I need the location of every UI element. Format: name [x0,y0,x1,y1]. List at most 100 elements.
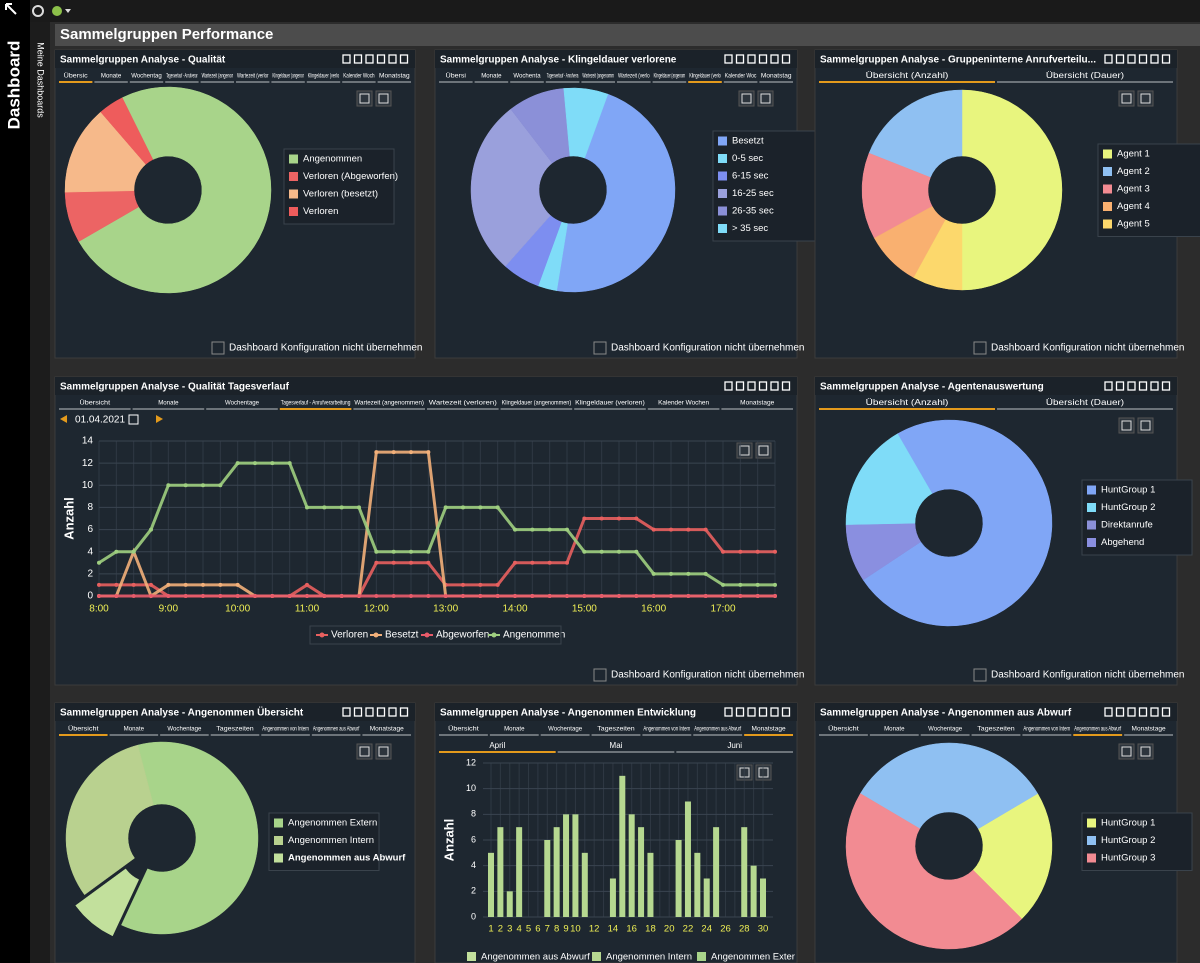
chart-button[interactable] [736,442,753,459]
tab[interactable]: Übersicht [80,399,111,407]
panel-icon[interactable] [388,54,397,64]
panel-icon[interactable] [770,707,779,717]
tab[interactable]: Übersicht (Anzahl) [866,71,949,80]
tab[interactable]: Wochentage [167,726,201,733]
chart-button[interactable] [356,90,373,107]
panel-icon[interactable] [365,54,374,64]
panel-icon[interactable] [1115,54,1125,64]
chart-button[interactable] [375,90,392,107]
chart-button[interactable] [375,743,392,760]
tab[interactable]: Monate [884,726,905,733]
tab[interactable]: Übersicht [68,725,99,733]
checkbox-label[interactable]: Dashboard Konfiguration nicht übernehmen [611,670,804,681]
panel-icon[interactable] [1150,381,1159,391]
panel-icon[interactable] [388,707,397,717]
panel-icon[interactable] [1138,381,1148,391]
panel-icon[interactable] [758,707,768,717]
chart-button[interactable] [1137,417,1154,434]
chart-button[interactable] [1118,743,1135,760]
collapse-icon[interactable] [5,3,17,15]
date-prev[interactable] [60,415,67,423]
tab[interactable]: Wochentag [131,73,162,80]
tab[interactable]: Wochenta [513,73,541,80]
panel-icon[interactable] [1161,54,1171,64]
checkbox[interactable] [973,668,987,682]
panel-icon[interactable] [781,54,791,64]
tab[interactable]: Klingeldauer (angenom [654,73,686,80]
panel-icon[interactable] [770,381,779,391]
panel-icon[interactable] [1104,381,1113,391]
panel-icon[interactable] [1115,381,1125,391]
tab[interactable]: Tageszeiten [597,726,635,733]
panel-icon[interactable] [781,381,791,391]
tab[interactable]: Angenommen aus Abwurf [1074,726,1121,733]
panel-icon[interactable] [399,707,409,717]
panel-icon[interactable] [1138,707,1148,717]
tab[interactable]: Tagesverlauf - Anrufverar [166,73,197,80]
panel-icon[interactable] [758,54,768,64]
calendar-icon[interactable] [128,414,139,425]
tab[interactable]: Monate [158,400,179,407]
tab[interactable]: Monatstage [370,726,405,733]
tab[interactable]: Monate [504,726,525,733]
panel-icon[interactable] [1150,54,1159,64]
tab[interactable]: Angenommen aus Abwurf [694,726,741,733]
panel-icon[interactable] [1104,707,1113,717]
panel-icon[interactable] [735,381,745,391]
chart-button[interactable] [356,743,373,760]
subtab[interactable]: Mai [610,741,623,750]
subtab[interactable]: April [489,741,505,750]
tab[interactable]: Monate [124,726,145,733]
panel-icon[interactable] [781,707,791,717]
panel-icon[interactable] [1127,54,1136,64]
tab[interactable]: Wartezeit (verlor [237,73,268,80]
checkbox[interactable] [593,341,607,355]
panel-icon[interactable] [747,54,756,64]
panel-icon[interactable] [758,381,768,391]
panel-icon[interactable] [376,707,386,717]
panel-icon[interactable] [1127,707,1136,717]
sidebar-subtitle[interactable]: Meine Dashboards [36,42,46,118]
subtab[interactable]: Juni [727,741,742,750]
panel-icon[interactable] [1161,381,1171,391]
panel-icon[interactable] [1150,707,1159,717]
tab[interactable]: Monate [101,73,122,80]
chart-button[interactable] [1137,90,1154,107]
checkbox-label[interactable]: Dashboard Konfiguration nicht übernehmen [611,343,804,354]
tab[interactable]: Tageszeiten [216,726,254,733]
chart-button[interactable] [1118,417,1135,434]
tab[interactable]: Tagesverlauf - Anrufvera [547,73,579,80]
tab[interactable]: Kalender Wochen [658,400,709,407]
panel-icon[interactable] [747,381,756,391]
tab[interactable]: Klingeldauer (verlo [308,73,340,80]
tab[interactable]: Übersi [446,72,466,80]
tab[interactable]: Angenommen von Intern [643,726,690,733]
tab[interactable]: Kalender Woc [725,73,757,80]
tab[interactable]: Wartezeit (angenommen) [354,400,424,407]
checkbox[interactable] [973,341,987,355]
tab[interactable]: Angenommen von Intern [1023,726,1070,733]
refresh-icon[interactable] [32,5,44,17]
tab[interactable]: Monatstage [752,726,787,733]
tab[interactable]: Klingeldauer (angenor [272,73,303,80]
panel-icon[interactable] [353,707,363,717]
panel-icon[interactable] [735,707,745,717]
panel-icon[interactable] [342,707,351,717]
panel-icon[interactable] [770,54,779,64]
panel-icon[interactable] [724,54,733,64]
tab[interactable]: Wochentage [225,400,259,407]
tab[interactable]: Angenommen von Intern [262,726,309,733]
tab[interactable]: Wartezeit (verloren) [429,400,497,407]
tab[interactable]: Übersicht (Anzahl) [866,398,949,407]
tab[interactable]: Wartezeit (verlo [618,73,650,80]
panel-icon[interactable] [1138,54,1148,64]
checkbox[interactable] [211,341,225,355]
checkbox-label[interactable]: Dashboard Konfiguration nicht übernehmen [991,343,1184,354]
panel-icon[interactable] [1127,381,1136,391]
checkbox-label[interactable]: Dashboard Konfiguration nicht übernehmen [229,343,422,354]
tab[interactable]: Übersicht (Dauer) [1046,71,1125,80]
tab[interactable]: Kalender Woch [343,73,375,80]
panel-icon[interactable] [735,54,745,64]
sidebar-title[interactable]: Dashboard [4,41,23,130]
tab[interactable]: Klingeldauer (verloren) [575,400,645,407]
